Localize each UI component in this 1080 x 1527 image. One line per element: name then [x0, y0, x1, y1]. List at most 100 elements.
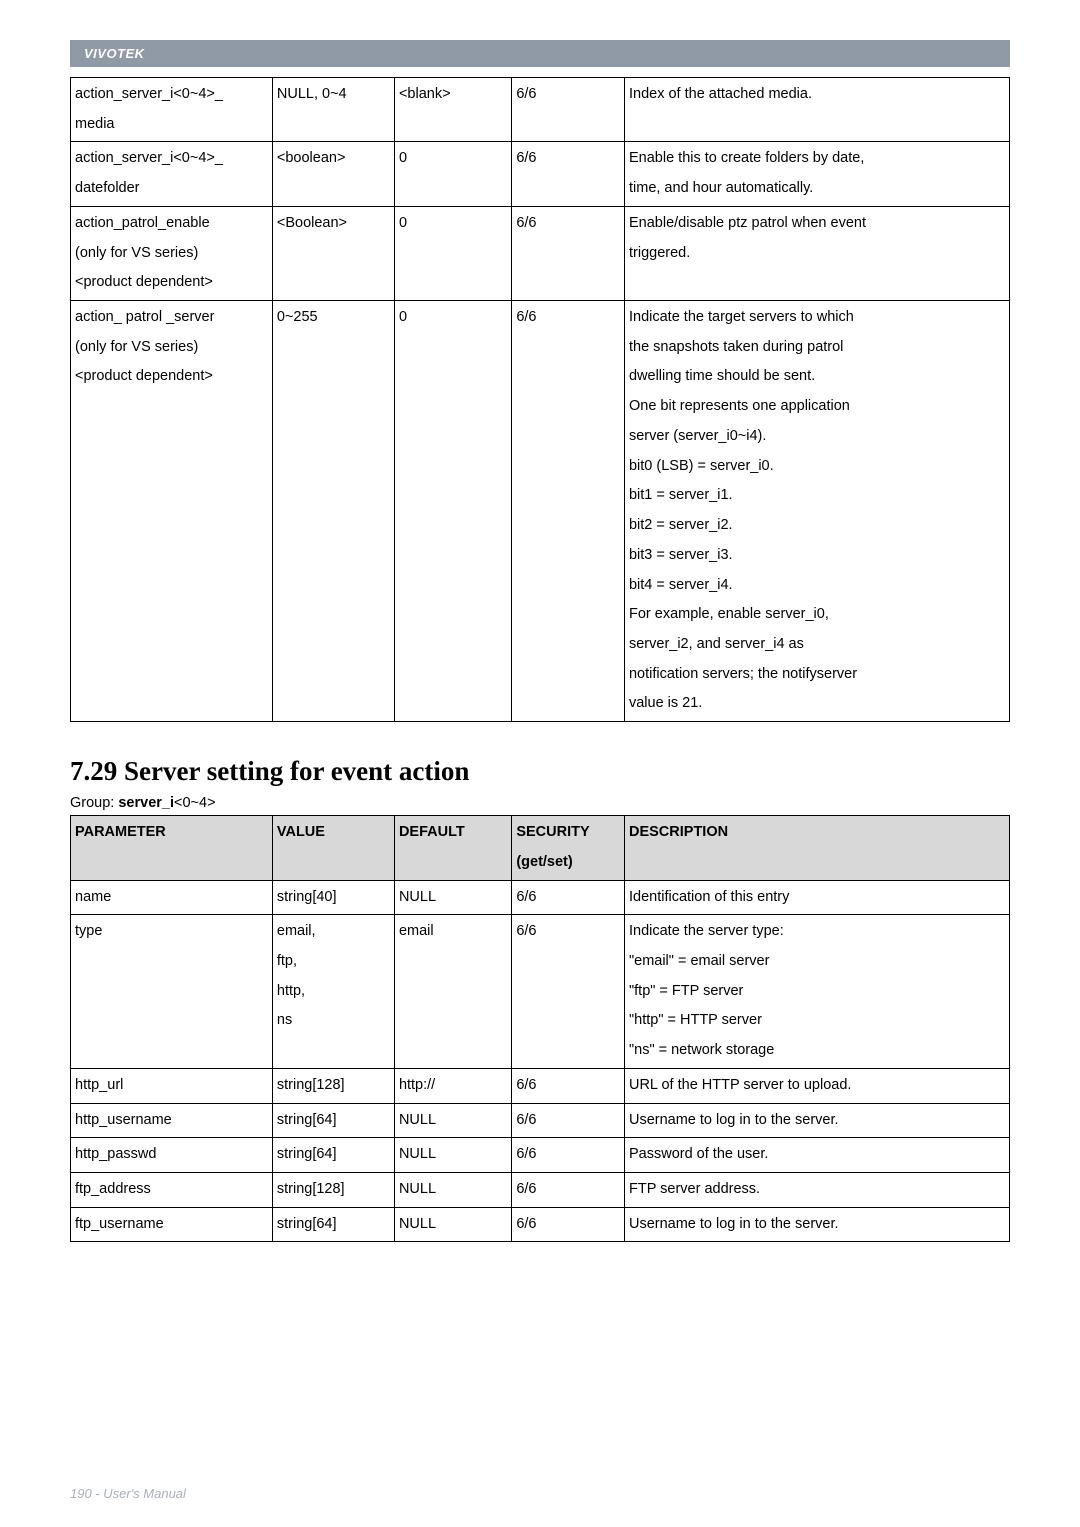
cell-value: string[64] — [272, 1138, 394, 1173]
cell-security: 6/6 — [512, 1173, 625, 1208]
table-row: action_patrol_enable(only for VS series)… — [71, 206, 1010, 300]
cell-description: Username to log in to the server. — [624, 1207, 1009, 1242]
cell-value: string[128] — [272, 1173, 394, 1208]
cell-default-line: <blank> — [399, 80, 507, 110]
table-header-row: PARAMETER VALUE DEFAULT SECURITY (get/se… — [71, 816, 1010, 880]
cell-description: Indicate the target servers to whichthe … — [624, 301, 1009, 722]
th-security-l1: SECURITY — [516, 818, 620, 848]
brand-bar: VIVOTEK — [70, 40, 1010, 67]
cell-default: <blank> — [394, 78, 511, 142]
cell-parameter-line: http_username — [75, 1106, 268, 1136]
cell-value-line: string[128] — [277, 1175, 390, 1205]
page-container: VIVOTEK action_server_i<0~4>_mediaNULL, … — [0, 0, 1080, 1527]
table-row: typeemail,ftp,http,nsemail6/6Indicate th… — [71, 915, 1010, 1069]
cell-value-line: email, — [277, 917, 390, 947]
cell-value: <Boolean> — [272, 206, 394, 300]
cell-default-line: NULL — [399, 883, 507, 913]
cell-default: NULL — [394, 1173, 511, 1208]
cell-description-line: "ftp" = FTP server — [629, 977, 1005, 1007]
cell-value-line: <boolean> — [277, 144, 390, 174]
cell-description-line: server (server_i0~i4). — [629, 422, 1005, 452]
cell-parameter: http_passwd — [71, 1138, 273, 1173]
cell-value-line: string[64] — [277, 1210, 390, 1240]
cell-parameter: http_url — [71, 1068, 273, 1103]
th-parameter: PARAMETER — [71, 816, 273, 880]
cell-description: FTP server address. — [624, 1173, 1009, 1208]
table-row: action_ patrol _server(only for VS serie… — [71, 301, 1010, 722]
cell-security: 6/6 — [512, 915, 625, 1069]
table1-body: action_server_i<0~4>_mediaNULL, 0~4<blan… — [71, 78, 1010, 722]
cell-default-line: http:// — [399, 1071, 507, 1101]
cell-default-line: NULL — [399, 1140, 507, 1170]
cell-parameter-line: http_passwd — [75, 1140, 268, 1170]
cell-value-line: ns — [277, 1006, 390, 1036]
cell-value-line: ftp, — [277, 947, 390, 977]
cell-default: NULL — [394, 880, 511, 915]
cell-description-line: One bit represents one application — [629, 392, 1005, 422]
cell-value-line: 0~255 — [277, 303, 390, 333]
cell-description-line: Enable/disable ptz patrol when event — [629, 209, 1005, 239]
table2-body: namestring[40]NULL6/6Identification of t… — [71, 880, 1010, 1242]
cell-default: 0 — [394, 301, 511, 722]
cell-description: Index of the attached media. — [624, 78, 1009, 142]
cell-parameter-line: <product dependent> — [75, 268, 268, 298]
cell-security-line: 6/6 — [516, 1175, 620, 1205]
cell-description-line: Username to log in to the server. — [629, 1210, 1005, 1240]
cell-description-line: Indicate the server type: — [629, 917, 1005, 947]
cell-description-line: server_i2, and server_i4 as — [629, 630, 1005, 660]
cell-description-line: bit3 = server_i3. — [629, 541, 1005, 571]
cell-description-line: "ns" = network storage — [629, 1036, 1005, 1066]
cell-default-line: email — [399, 917, 507, 947]
table-row: namestring[40]NULL6/6Identification of t… — [71, 880, 1010, 915]
cell-parameter: action_server_i<0~4>_datefolder — [71, 142, 273, 206]
cell-parameter-line: name — [75, 883, 268, 913]
cell-value: email,ftp,http,ns — [272, 915, 394, 1069]
cell-description-line: notification servers; the notifyserver — [629, 660, 1005, 690]
cell-parameter-line: action_ patrol _server — [75, 303, 268, 333]
cell-security: 6/6 — [512, 1103, 625, 1138]
cell-security: 6/6 — [512, 206, 625, 300]
cell-default: email — [394, 915, 511, 1069]
cell-description-line: triggered. — [629, 239, 1005, 269]
th-default: DEFAULT — [394, 816, 511, 880]
cell-value-line: <Boolean> — [277, 209, 390, 239]
cell-default-line: 0 — [399, 303, 507, 333]
table-row: http_usernamestring[64]NULL6/6Username t… — [71, 1103, 1010, 1138]
table-row: http_passwd string[64] NULL6/6Password of … — [71, 1138, 1010, 1173]
cell-parameter-line: media — [75, 110, 268, 140]
cell-description-line: the snapshots taken during patrol — [629, 333, 1005, 363]
cell-default-line: 0 — [399, 144, 507, 174]
cell-value: 0~255 — [272, 301, 394, 722]
cell-parameter: action_server_i<0~4>_media — [71, 78, 273, 142]
cell-default-line: NULL — [399, 1175, 507, 1205]
table-parameters-server: PARAMETER VALUE DEFAULT SECURITY (get/se… — [70, 815, 1010, 1242]
section-heading: 7.29 Server setting for event action — [70, 756, 1010, 787]
cell-default: NULL — [394, 1103, 511, 1138]
cell-value-line: string[64] — [277, 1140, 390, 1170]
cell-value-line: string[40] — [277, 883, 390, 913]
cell-description-line: bit1 = server_i1. — [629, 481, 1005, 511]
cell-parameter: type — [71, 915, 273, 1069]
cell-description-line: value is 21. — [629, 689, 1005, 719]
cell-description: Enable this to create folders by date,ti… — [624, 142, 1009, 206]
cell-security: 6/6 — [512, 1138, 625, 1173]
cell-security-line: 6/6 — [516, 883, 620, 913]
table-row: ftp_usernamestring[64]NULL6/6Username to… — [71, 1207, 1010, 1242]
th-description: DESCRIPTION — [624, 816, 1009, 880]
cell-description-line: time, and hour automatically. — [629, 174, 1005, 204]
cell-description: Password of the user. — [624, 1138, 1009, 1173]
cell-description-line: Indicate the target servers to which — [629, 303, 1005, 333]
cell-parameter-line: http_url — [75, 1071, 268, 1101]
cell-parameter: ftp_address — [71, 1173, 273, 1208]
cell-default-line: NULL — [399, 1210, 507, 1240]
cell-parameter-line: type — [75, 917, 268, 947]
cell-description-line: bit4 = server_i4. — [629, 571, 1005, 601]
cell-default: http:// — [394, 1068, 511, 1103]
cell-default-line: 0 — [399, 209, 507, 239]
group-suffix: <0~4> — [174, 795, 216, 811]
cell-parameter-line: <product dependent> — [75, 362, 268, 392]
cell-security: 6/6 — [512, 880, 625, 915]
cell-parameter: action_patrol_enable(only for VS series)… — [71, 206, 273, 300]
cell-parameter: action_ patrol _server(only for VS serie… — [71, 301, 273, 722]
cell-value: <boolean> — [272, 142, 394, 206]
